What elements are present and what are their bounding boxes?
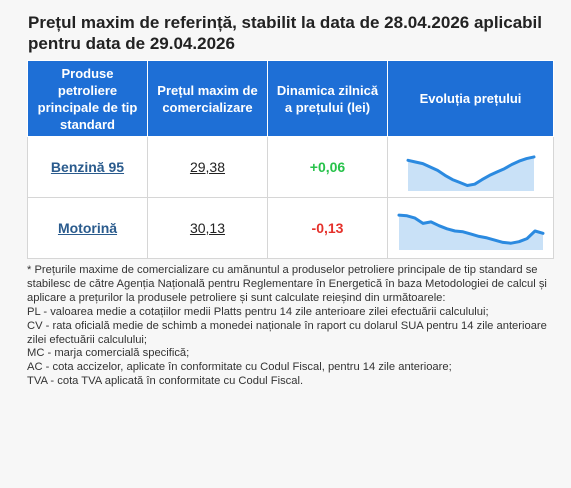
footnote-pl: PL - valoarea medie a cotațiilor medii P… bbox=[27, 305, 489, 318]
header-daily-change: Dinamica zilnică a prețului (lei) bbox=[267, 60, 388, 137]
price-value: 29,38 bbox=[189, 159, 226, 175]
price-trend-sparkline bbox=[406, 155, 535, 191]
daily-change-value: +0,06 bbox=[309, 159, 346, 175]
sparkline-area bbox=[407, 156, 534, 191]
header-product: Produse petroliere principale de tip sta… bbox=[27, 60, 148, 137]
price-value: 30,13 bbox=[189, 220, 226, 236]
table-header-row: Produse petroliere principale de tip sta… bbox=[27, 60, 554, 137]
header-price-evolution: Evoluția prețului bbox=[387, 60, 554, 137]
product-cell: Benzină 95 bbox=[27, 136, 148, 198]
daily-change-value: -0,13 bbox=[311, 220, 344, 236]
table-row: Benzină 95 29,38 +0,06 bbox=[27, 136, 554, 198]
price-trend-sparkline bbox=[397, 213, 544, 250]
product-link-motorina[interactable]: Motorină bbox=[57, 220, 118, 236]
footnote-intro: * Prețurile maxime de comercializare cu … bbox=[27, 264, 547, 304]
trend-cell bbox=[387, 197, 554, 259]
header-max-price: Prețul maxim de comercializare bbox=[147, 60, 268, 137]
footnote-mc: MC - marja comercială specifică; bbox=[27, 347, 190, 360]
change-cell: -0,13 bbox=[267, 197, 388, 259]
page-title: Prețul maxim de referință, stabilit la d… bbox=[28, 13, 543, 53]
footnote-cv: CV - rata oficială medie de schimb a mon… bbox=[27, 319, 547, 346]
sparkline-line bbox=[406, 155, 535, 187]
product-link-benzina-95[interactable]: Benzină 95 bbox=[50, 159, 125, 175]
footnote-tva: TVA - cota TVA aplicată în conformitate … bbox=[27, 375, 304, 388]
trend-cell bbox=[387, 136, 554, 198]
price-cell: 30,13 bbox=[147, 197, 268, 259]
change-cell: +0,06 bbox=[267, 136, 388, 198]
footnotes: * Prețurile maxime de comercializare cu … bbox=[27, 264, 551, 389]
price-cell: 29,38 bbox=[147, 136, 268, 198]
price-table: Produse petroliere principale de tip sta… bbox=[27, 60, 554, 259]
table-row: Motorină 30,13 -0,13 bbox=[27, 197, 554, 259]
footnote-ac: AC - cota accizelor, aplicate în conform… bbox=[27, 361, 452, 374]
product-cell: Motorină bbox=[27, 197, 148, 259]
sparkline-line bbox=[397, 213, 544, 245]
